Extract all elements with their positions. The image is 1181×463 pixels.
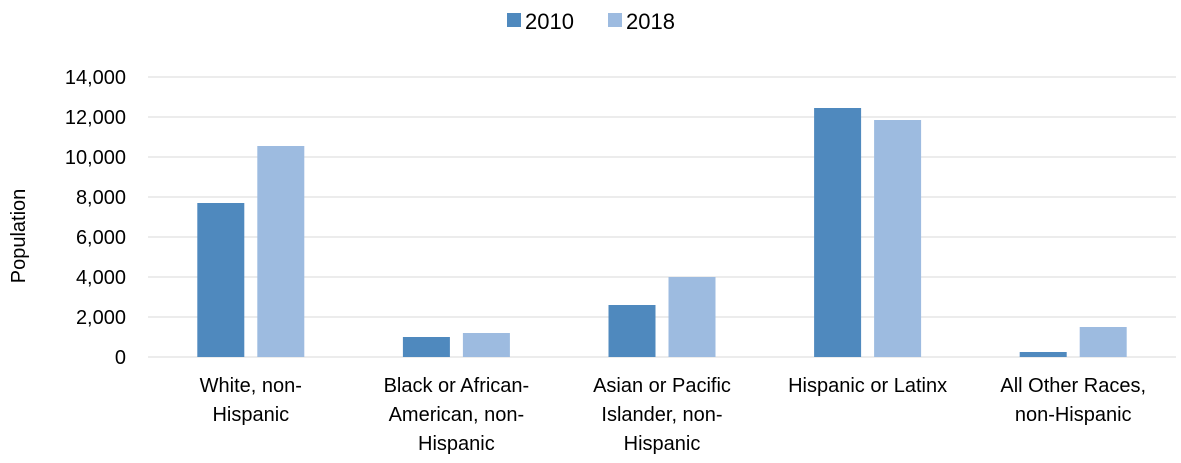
y-tick-label: 8,000	[76, 187, 126, 209]
bar-2018-2	[668, 277, 716, 357]
gridlines	[148, 76, 1176, 358]
x-category-label: Hispanic or Latinx	[788, 375, 947, 397]
bar-2018-4	[1079, 327, 1127, 357]
y-tick-label: 6,000	[76, 227, 126, 249]
y-tick-label: 2,000	[76, 307, 126, 329]
y-tick-label: 4,000	[76, 267, 126, 289]
bar-2010-3	[814, 108, 862, 357]
y-tick-label: 10,000	[65, 147, 126, 169]
y-axis-title: Population	[8, 189, 30, 284]
bar-2010-0	[197, 203, 245, 357]
legend-label-2018: 2018	[626, 9, 675, 34]
y-tick-label: 14,000	[65, 67, 126, 89]
y-axis-ticks: 0 2,000 4,000 6,000 8,000 10,000 12,000 14,000	[65, 67, 126, 369]
legend-swatch-2018	[608, 13, 622, 27]
bars	[197, 108, 1127, 357]
x-category-label: Black or African-American, non-Hispanic	[384, 375, 530, 455]
bar-2010-2	[608, 305, 656, 357]
x-category-label: All Other Races, non-Hispanic	[1000, 375, 1146, 426]
legend-label-2010: 2010	[525, 9, 574, 34]
bar-2018-3	[874, 120, 922, 357]
bar-2010-1	[402, 337, 450, 357]
y-tick-label: 0	[115, 347, 126, 369]
bar-2018-0	[257, 146, 305, 357]
bar-2018-1	[462, 333, 510, 357]
bar-2010-4	[1019, 352, 1067, 357]
x-category-label: Asian or Pacific Islander, non-Hispanic	[593, 375, 731, 455]
y-tick-label: 12,000	[65, 107, 126, 129]
x-axis-labels: White, non-Hispanic Black or African-Amer…	[200, 375, 1146, 455]
legend-swatch-2010	[507, 13, 521, 27]
legend: 2010 2018	[507, 9, 675, 34]
x-category-label: White, non-Hispanic	[200, 375, 302, 426]
